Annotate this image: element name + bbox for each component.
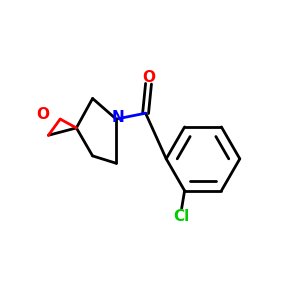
Text: Cl: Cl bbox=[173, 209, 190, 224]
Text: N: N bbox=[111, 110, 124, 125]
Text: O: O bbox=[36, 107, 49, 122]
Text: O: O bbox=[142, 70, 155, 85]
